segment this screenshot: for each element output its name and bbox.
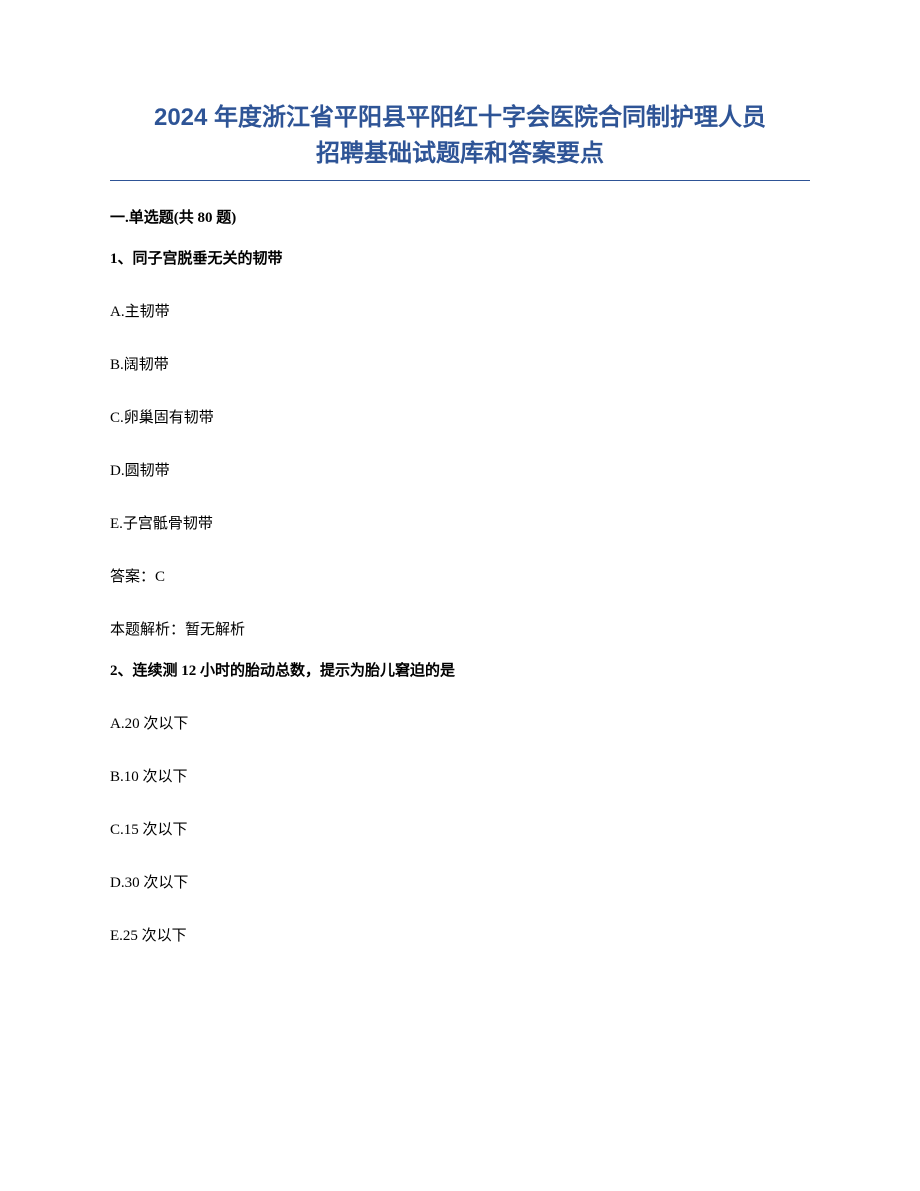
answer-label: 答案： [110,569,155,585]
answer-value: C [155,569,165,585]
analysis-value: 暂无解析 [185,622,245,638]
option-d: D.圆韧带 [110,459,810,480]
option-b: B.阔韧带 [110,353,810,374]
section-header: 一.单选题(共 80 题) [110,206,810,227]
option-a: A.20 次以下 [110,712,810,733]
question-text: 同子宫脱垂无关的韧带 [133,251,283,267]
question-number: 2、 [110,663,133,679]
analysis-1: 本题解析：暂无解析 [110,618,810,639]
analysis-label: 本题解析： [110,622,185,638]
option-b: B.10 次以下 [110,765,810,786]
option-c: C.15 次以下 [110,818,810,839]
answer-1: 答案：C [110,565,810,586]
question-number: 1、 [110,251,133,267]
option-e: E.25 次以下 [110,924,810,945]
title-line-1: 2024 年度浙江省平阳县平阳红十字会医院合同制护理人员 [154,104,766,131]
document-title: 2024 年度浙江省平阳县平阳红十字会医院合同制护理人员 招聘基础试题库和答案要… [110,100,810,181]
question-1: 1、同子宫脱垂无关的韧带 [110,247,810,268]
title-line-2: 招聘基础试题库和答案要点 [316,140,604,167]
option-a: A.主韧带 [110,300,810,321]
option-c: C.卵巢固有韧带 [110,406,810,427]
question-text: 连续测 12 小时的胎动总数，提示为胎儿窘迫的是 [133,663,456,679]
option-d: D.30 次以下 [110,871,810,892]
option-e: E.子宫骶骨韧带 [110,512,810,533]
question-2: 2、连续测 12 小时的胎动总数，提示为胎儿窘迫的是 [110,659,810,680]
